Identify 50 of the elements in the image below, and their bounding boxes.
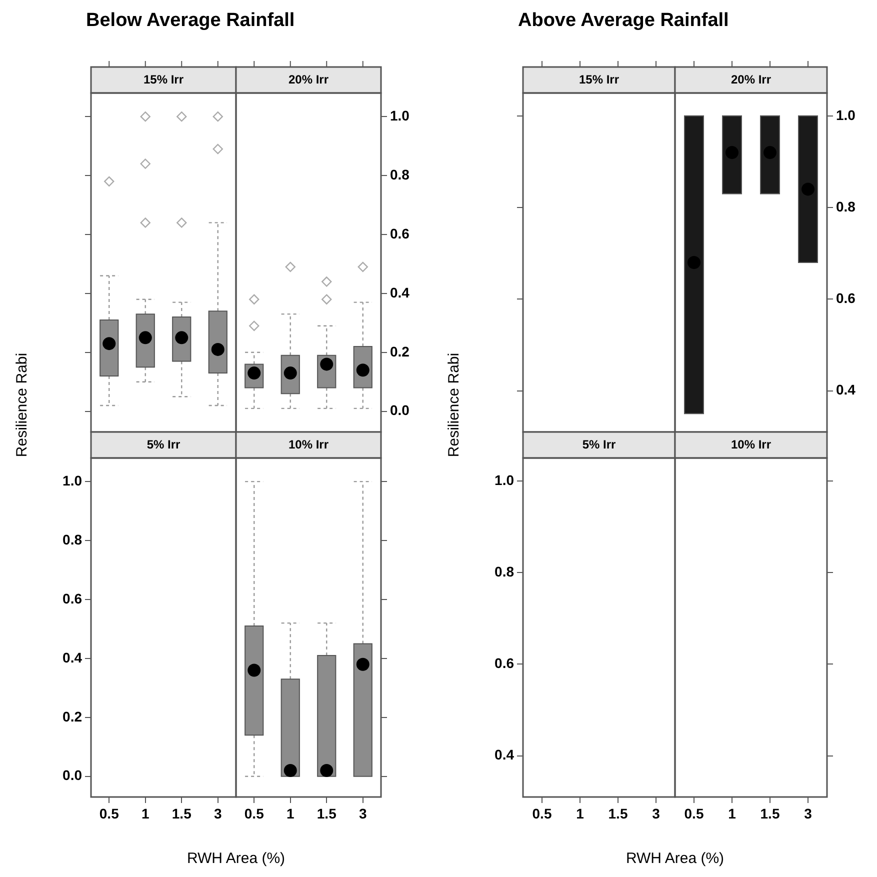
y-tick-label: 0.8 [836, 198, 856, 214]
x-axis-title: RWH Area (%) [186, 850, 286, 867]
y-tick-label: 0.8 [62, 531, 82, 548]
y-axis-title: Resilience Rabi [446, 352, 462, 458]
chart-subtitle: 5% Irr [582, 437, 616, 452]
y-tick-label: 0.0 [62, 767, 82, 784]
chart-subtitle: 20% Irr [288, 72, 329, 86]
chart-subtitle: 20% Irr [730, 72, 772, 86]
chart-subtitle: 10% Irr [288, 437, 329, 452]
x-tick-label: 0.5 [99, 805, 120, 822]
x-tick-label: 0.5 [532, 805, 552, 822]
x-tick-label: 3 [358, 805, 367, 822]
x-tick-label: 1 [728, 805, 736, 822]
chart-title: Above Average Rainfall [518, 10, 729, 32]
x-tick-label: 1.5 [760, 805, 780, 822]
x-tick-label: 1.5 [316, 805, 337, 822]
chart-subtitle: 15% Irr [143, 72, 184, 86]
chart-subtitle: 10% Irr [730, 437, 772, 452]
y-tick-label: 0.6 [836, 290, 856, 306]
x-tick-label: 1 [141, 805, 150, 822]
x-tick-label: 1.5 [608, 805, 628, 822]
y-tick-label: 1.0 [62, 472, 82, 488]
x-tick-label: 0.5 [684, 805, 704, 822]
y-tick-label: 0.4 [390, 284, 410, 300]
y-tick-label: 0.6 [62, 590, 82, 606]
y-tick-label: 1.0 [494, 472, 514, 488]
chart-subtitle: 15% Irr [578, 72, 620, 86]
x-tick-label: 3 [804, 805, 812, 822]
y-tick-label: 0.4 [836, 382, 856, 398]
x-tick-label: 3 [214, 805, 222, 822]
y-tick-label: 0.6 [494, 655, 514, 672]
y-tick-label: 0.4 [62, 649, 82, 666]
y-axis-title: Resilience Rabi [14, 352, 30, 458]
x-tick-label: 1.5 [172, 805, 192, 822]
chart-title: Below Average Rainfall [86, 10, 295, 32]
y-tick-label: 0.8 [390, 166, 410, 182]
y-tick-label: 0.4 [494, 746, 514, 763]
y-tick-label: 0.8 [494, 563, 514, 580]
chart-subtitle: 5% Irr [146, 437, 180, 452]
x-tick-label: 0.5 [244, 805, 264, 822]
y-tick-label: 1.0 [390, 107, 410, 124]
y-tick-label: 0.6 [390, 225, 410, 242]
y-tick-label: 1.0 [836, 106, 856, 123]
x-tick-label: 1 [576, 805, 584, 822]
x-tick-label: 3 [652, 805, 660, 822]
y-tick-label: 0.0 [390, 402, 410, 418]
x-tick-label: 1 [286, 805, 294, 822]
x-axis-title: RWH Area (%) [626, 850, 724, 867]
y-tick-label: 0.2 [390, 343, 410, 360]
y-tick-label: 0.2 [62, 708, 82, 724]
